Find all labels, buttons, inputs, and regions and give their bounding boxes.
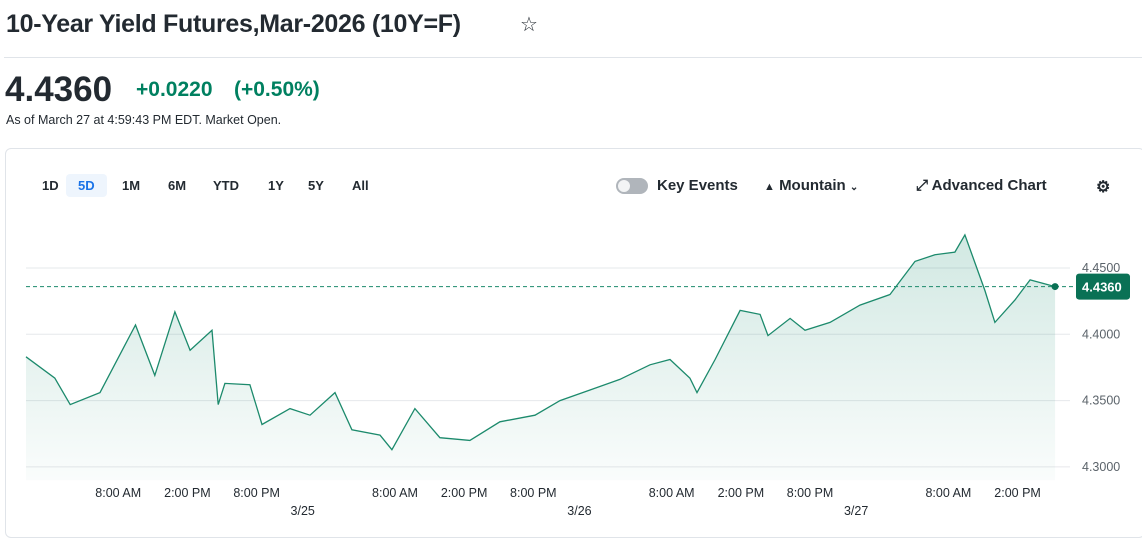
x-tick-label: 8:00 AM: [95, 486, 141, 500]
y-tick-label: 4.4500: [1082, 261, 1120, 275]
x-tick-label: 8:00 PM: [233, 486, 280, 500]
y-tick-label: 4.3000: [1082, 460, 1120, 474]
current-price-label: 4.4360: [1082, 280, 1122, 295]
x-tick-label: 2:00 PM: [441, 486, 488, 500]
x-date-label: 3/27: [844, 504, 868, 518]
x-tick-label: 8:00 AM: [372, 486, 418, 500]
x-date-label: 3/26: [567, 504, 591, 518]
area-fill: [26, 235, 1055, 480]
x-tick-label: 8:00 PM: [787, 486, 834, 500]
x-tick-label: 8:00 AM: [925, 486, 971, 500]
x-tick-label: 2:00 PM: [994, 486, 1041, 500]
x-tick-label: 2:00 PM: [164, 486, 211, 500]
x-tick-label: 2:00 PM: [718, 486, 765, 500]
x-date-label: 3/25: [291, 504, 315, 518]
y-tick-label: 4.3500: [1082, 394, 1120, 408]
y-tick-label: 4.4000: [1082, 327, 1120, 341]
last-point-marker: [1052, 283, 1059, 290]
x-tick-label: 8:00 PM: [510, 486, 557, 500]
price-chart[interactable]: 4.3000 4.3500 4.4000 4.4500 4.4360 8:00 AM 2:0…: [0, 0, 1142, 524]
x-tick-label: 8:00 AM: [649, 486, 695, 500]
